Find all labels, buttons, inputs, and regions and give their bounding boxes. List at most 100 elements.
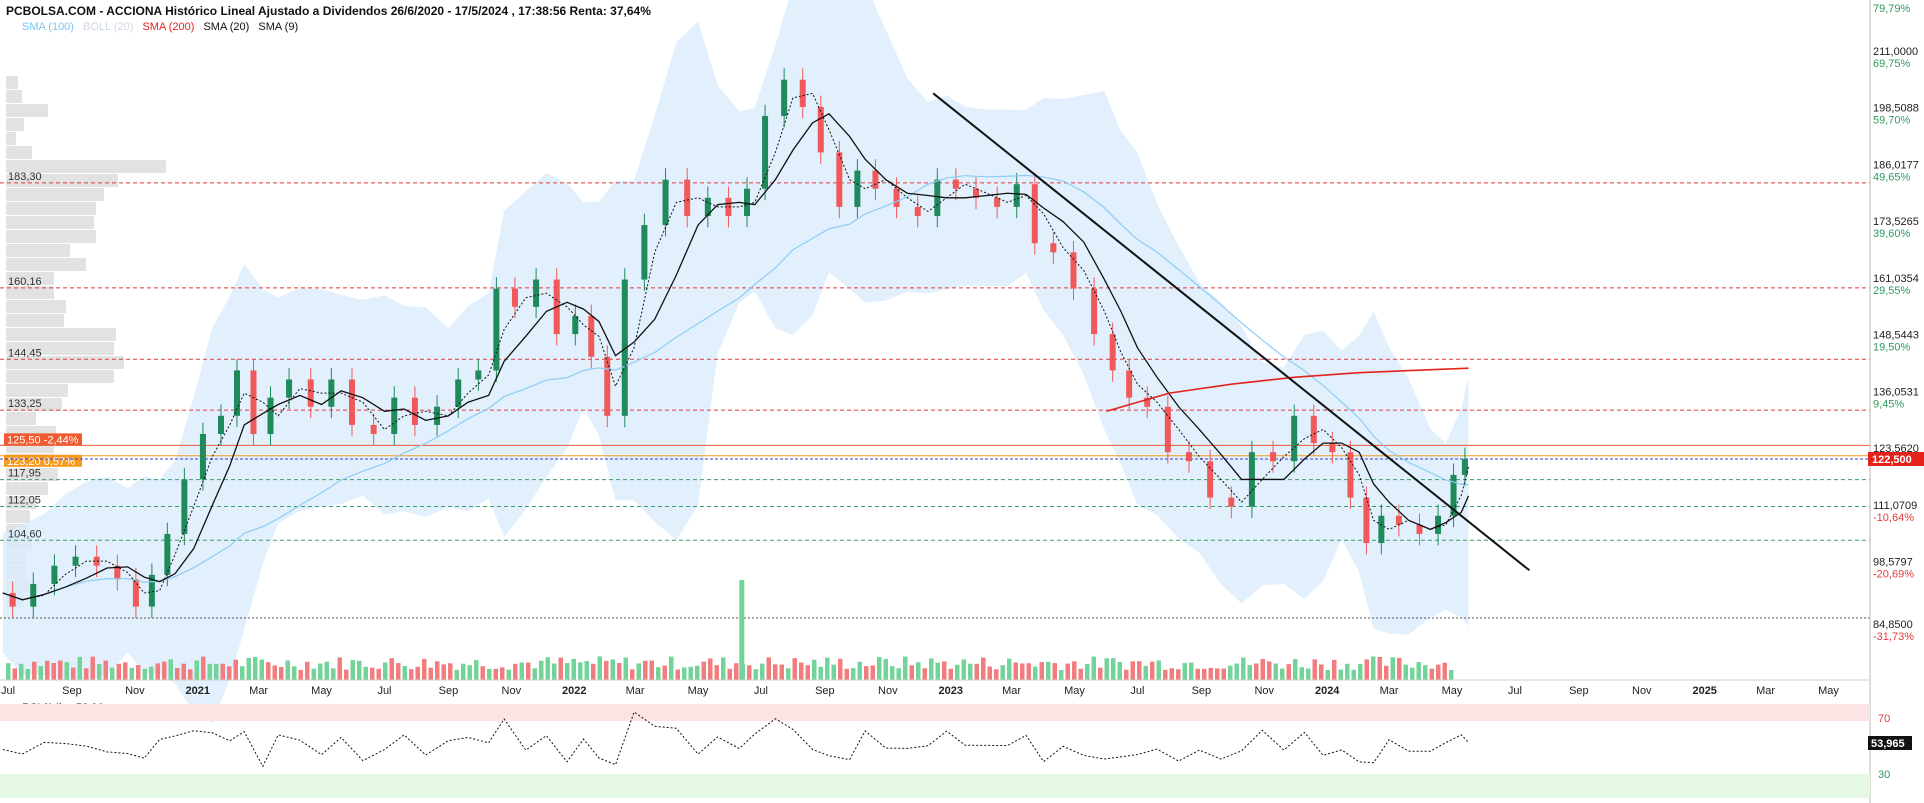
volume-bar [526,662,531,680]
volume-bar [779,664,784,680]
volume-bar [207,663,212,680]
sma200-line [1106,367,1469,413]
volume-bar [617,662,622,680]
volume-bar [1221,668,1226,680]
candle-body [872,170,879,189]
volume-bar [428,667,433,680]
candle-body [1310,415,1317,444]
volume-bar [1364,659,1369,680]
volume-profile-bar [6,300,66,313]
volume-bar [584,661,589,680]
volume-bar [344,669,349,680]
volume-bar [1416,661,1421,680]
volume-bar [1351,669,1356,680]
level-label: 160,16 [8,276,42,288]
volume-bar [903,656,908,680]
price-axis-label: 84,8500 [1873,619,1913,631]
volume-bar [474,659,479,680]
volume-bar [565,663,570,680]
volume-bar [253,657,258,680]
x-axis-label: 2023 [938,685,962,697]
volume-bar [623,657,628,680]
x-axis-label: Mar [1002,685,1021,697]
volume-bar [103,660,108,680]
legend-sma100[interactable]: SMA (100) [22,21,74,33]
volume-bar [968,663,973,680]
volume-bar [844,668,849,680]
x-axis-label: Jul [754,685,768,697]
volume-bar [1085,663,1090,680]
volume-bar [1202,668,1207,680]
rsi-overbought-zone [0,704,1870,721]
volume-bar [1195,668,1200,680]
candle-body [588,315,595,357]
volume-bar [916,662,921,680]
x-axis-label: Jul [377,685,391,697]
legend-sma20[interactable]: SMA (20) [203,21,250,33]
pct-axis-label: 29,55% [1873,285,1911,297]
volume-profile-bar [6,384,68,397]
x-axis-label: Sep [439,685,459,697]
volume-bar [1312,659,1317,680]
pct-axis-label: -20,69% [1873,569,1914,581]
candle-body [1395,515,1402,525]
rsi-current-label: 53,965 [1871,738,1905,750]
legend-sma9[interactable]: SMA (9) [258,21,299,33]
legend-boll20[interactable]: BOLL (20) [83,21,134,33]
level-label: 104,60 [8,528,42,540]
candle-body [493,288,500,371]
candle-body [621,279,628,416]
volume-profile-bar [6,482,48,495]
pct-axis-label: -31,73% [1873,631,1914,643]
legend-sma200[interactable]: SMA (200) [142,21,195,33]
volume-profile-bar [6,230,96,243]
volume-bar [311,668,316,680]
candle-body [307,379,314,407]
candle-body [893,188,900,207]
volume-bar [246,657,251,680]
candle-body [72,556,79,566]
volume-bar [116,663,121,680]
volume-bar [1306,668,1311,680]
volume-bar [220,663,225,680]
volume-profile-bar [6,202,96,215]
candle-body [132,579,139,607]
volume-profile-bar [6,314,64,327]
volume-bar [480,666,485,680]
volume-bar [415,666,420,680]
bollinger-band [2,0,1469,724]
x-axis-label: Jul [1508,685,1522,697]
volume-bar [1293,659,1298,680]
volume-bar [500,667,505,680]
volume-bar [1234,663,1239,680]
volume-bar [1390,657,1395,680]
x-axis-label: Mar [249,685,268,697]
volume-bar [493,668,498,680]
volume-bar [1033,666,1038,680]
volume-bar [1338,669,1343,680]
x-axis-label: May [688,685,709,697]
volume-bar [1124,669,1129,680]
candle-body [1091,288,1098,335]
candle-body [1070,252,1077,289]
volume-profile-bar [6,132,16,145]
top-pct-label: 79,79% [1873,3,1911,15]
candle-body [744,188,751,216]
candle-body [9,592,16,607]
volume-bar [58,660,63,680]
volume-bar [513,663,518,680]
volume-profile-bar [6,272,54,285]
volume-bar [1377,656,1382,680]
candle-body [51,565,58,584]
x-axis-label: Nov [878,685,898,697]
volume-bar [981,657,986,680]
volume-bar [519,662,524,680]
volume-bar [1182,663,1187,680]
volume-bar [1280,668,1285,680]
volume-bar [175,668,180,680]
volume-bar [1091,656,1096,680]
candle-body [1329,443,1336,453]
volume-bar [337,657,342,680]
volume-bar [1052,663,1057,680]
